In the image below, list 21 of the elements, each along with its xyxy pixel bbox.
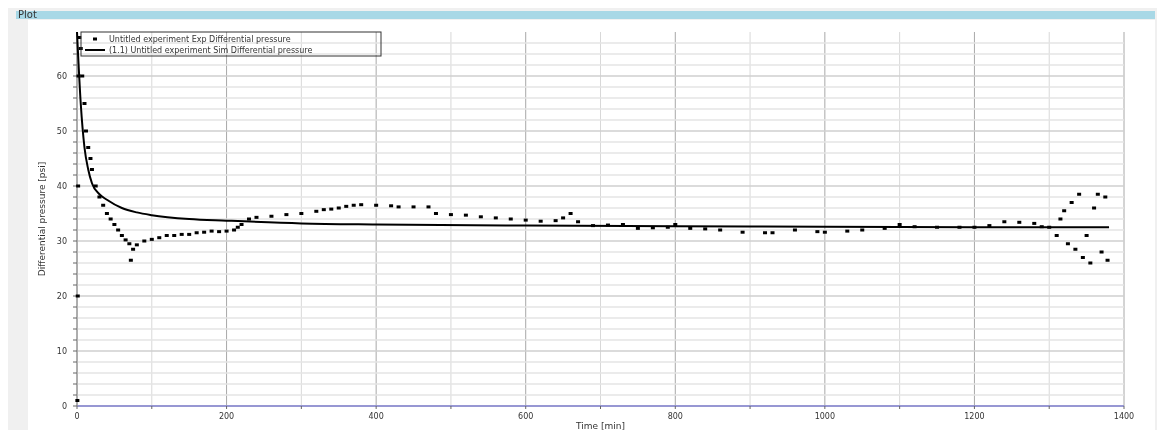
x-tick-label: 0	[74, 412, 80, 421]
x-tick-label: 600	[518, 412, 534, 421]
legend-label: Untitled experiment Exp Differential pressure	[109, 34, 291, 44]
y-tick-label: 20	[56, 291, 67, 301]
x-tick-label: 1400	[1113, 412, 1135, 421]
chart-title: Plot	[18, 9, 37, 20]
x-axis-title: Time [min]	[575, 421, 625, 431]
y-axis-title: Differential pressure [psi]	[37, 161, 47, 277]
x-tick-label: 400	[368, 412, 384, 421]
y-tick-label: 10	[56, 346, 67, 356]
x-tick-label: 1200	[964, 412, 985, 421]
x-tick-label: 1000	[814, 412, 836, 421]
line-series	[76, 31, 1111, 229]
y-tick-label: 50	[56, 126, 67, 136]
y-tick-label: 30	[56, 236, 67, 246]
y-tick-label: 0	[61, 401, 67, 411]
y-tick-label: 40	[56, 181, 67, 191]
x-tick-label: 200	[218, 412, 235, 421]
y-tick-label: 60	[56, 71, 67, 81]
x-tick-label: 800	[667, 412, 683, 421]
legend-label: (1.1) Untitled experiment Sim Differential pressure	[109, 45, 313, 55]
